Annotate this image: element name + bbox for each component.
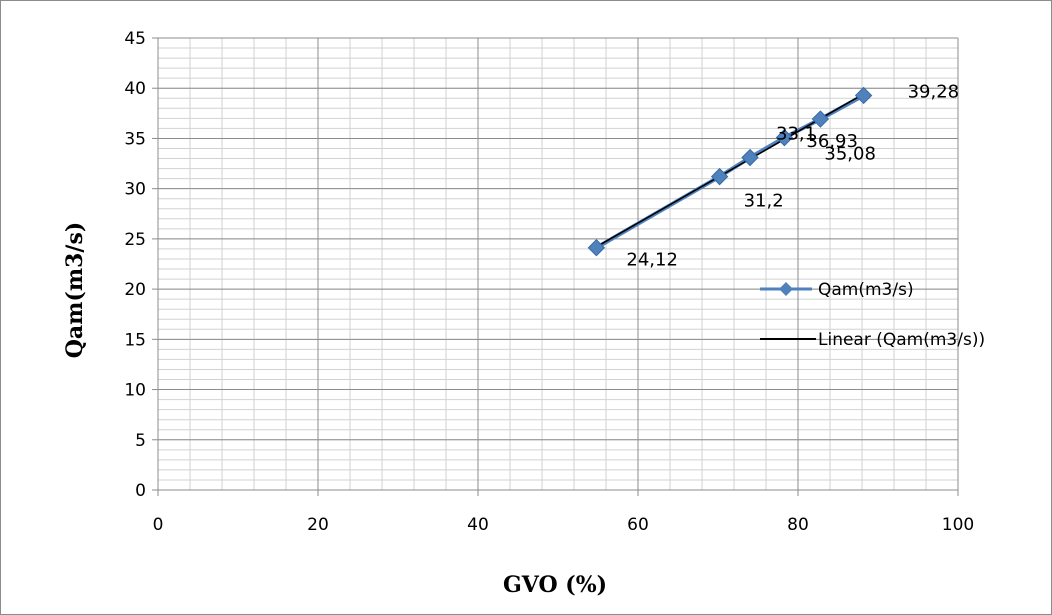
y-tick-label: 25: [124, 230, 146, 250]
data-point-marker: [775, 128, 794, 147]
x-tick-label: 80: [787, 515, 809, 535]
x-tick-label: 0: [153, 515, 164, 535]
data-label: 39,28: [908, 81, 960, 102]
legend-series-marker: [779, 282, 793, 296]
x-tick-label: 40: [467, 515, 489, 535]
y-tick-labels: 0 5 10 15 20 25 30 35 40 45: [124, 29, 146, 501]
data-label: 24,12: [626, 250, 678, 271]
major-grid: [157, 37, 959, 491]
legend-series-label: Qam(m3/s): [818, 280, 914, 300]
axes: [152, 37, 959, 496]
legend: Qam(m3/s) Linear (Qam(m3/s)): [760, 280, 985, 350]
x-axis-title: GVO (%): [503, 572, 607, 598]
y-tick-label: 15: [124, 330, 146, 350]
data-point-marker: [854, 86, 873, 105]
y-tick-label: 45: [124, 29, 146, 49]
y-axis-title: Qam(m3/s): [62, 222, 88, 359]
data-point-marker: [741, 148, 759, 167]
y-tick-label: 30: [124, 180, 146, 200]
y-tick-label: 0: [135, 481, 146, 501]
data-point-marker: [587, 239, 606, 257]
minor-grid: [157, 37, 959, 491]
data-label: 33,1: [776, 124, 816, 145]
y-tick-label: 20: [124, 280, 146, 300]
legend-trend-label: Linear (Qam(m3/s)): [818, 330, 985, 350]
y-tick-label: 40: [124, 79, 146, 99]
marker-layer: [587, 86, 873, 257]
x-tick-label: 60: [627, 515, 649, 535]
data-label: 35,08: [824, 144, 876, 165]
data-label: 36,93: [806, 131, 858, 152]
y-tick-label: 35: [124, 129, 146, 149]
data-label: 31,2: [744, 191, 784, 212]
x-tick-label: 100: [942, 515, 974, 535]
x-tick-labels: 0 20 40 60 80 100: [153, 515, 975, 535]
x-tick-label: 20: [307, 515, 329, 535]
y-tick-label: 10: [124, 381, 146, 401]
data-point-marker: [710, 167, 729, 186]
y-tick-label: 5: [135, 431, 146, 451]
data-point-marker: [811, 110, 830, 128]
